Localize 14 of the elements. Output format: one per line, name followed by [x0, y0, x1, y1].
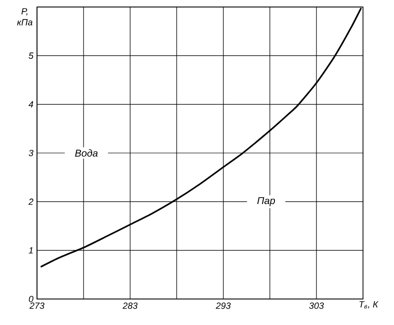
annotation: Вода	[75, 149, 98, 157]
x-axis-title: T$_{в}$, К	[359, 301, 378, 308]
y-tick-label: 5	[28, 52, 34, 59]
x-tick-label: 303	[309, 302, 324, 309]
y-tick-label: 2	[28, 198, 34, 205]
x-tick-label: 273	[29, 302, 44, 309]
y-tick-label: 1	[28, 247, 33, 254]
y-tick-label: 0	[28, 296, 34, 302]
y-tick-label: 3	[28, 150, 34, 156]
x-tick-label: 293	[216, 302, 231, 309]
y-axis-title: P, кПа	[17, 8, 32, 26]
x-tick-label: 283	[122, 302, 138, 309]
annotation: Пар	[257, 197, 275, 206]
y-tick-label: 4	[28, 101, 34, 108]
